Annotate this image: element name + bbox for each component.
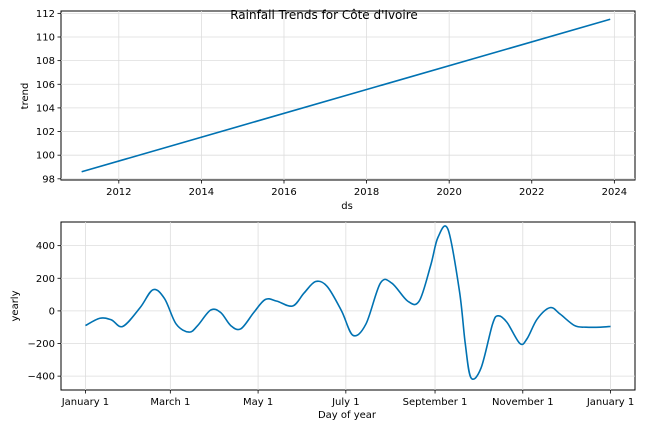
yearly-plot: January 1 March 1 May 1 July 1 September 1 No… bbox=[10, 221, 636, 421]
yearly-y-tick-label: 400 bbox=[36, 241, 55, 252]
trend-y-tick-label: 106 bbox=[36, 80, 55, 91]
trend-x-tick-label: 2014 bbox=[189, 187, 214, 198]
trend-y-axis-label: trend bbox=[20, 83, 31, 110]
trend-ticks: 2012 2014 2016 2018 2020 2022 2024 98 100 102 104 1… bbox=[36, 9, 627, 198]
trend-y-tick-label: 102 bbox=[36, 127, 55, 138]
yearly-plot-area bbox=[60, 221, 636, 391]
trend-y-tick-label: 112 bbox=[36, 9, 55, 20]
yearly-x-tick-label: March 1 bbox=[150, 397, 190, 408]
trend-y-tick-label: 104 bbox=[36, 103, 55, 114]
yearly-x-axis-label: Day of year bbox=[318, 410, 377, 421]
yearly-y-tick-label: −200 bbox=[28, 339, 55, 350]
yearly-x-tick-label: January 1 bbox=[61, 397, 109, 408]
trend-x-tick-label: 2020 bbox=[436, 187, 461, 198]
trend-x-tick-label: 2018 bbox=[354, 187, 379, 198]
trend-plot: 2012 2014 2016 2018 2020 2022 2024 98 100 102 104 1… bbox=[20, 8, 636, 212]
yearly-y-tick-label: −400 bbox=[28, 372, 55, 383]
yearly-x-tick-label: January 1 bbox=[586, 397, 634, 408]
yearly-grid bbox=[61, 222, 635, 390]
yearly-x-tick-label: September 1 bbox=[403, 397, 468, 408]
yearly-x-tick-label: November 1 bbox=[492, 397, 554, 408]
yearly-y-tick-label: 200 bbox=[36, 274, 55, 285]
yearly-x-tick-label: July 1 bbox=[331, 397, 360, 408]
trend-y-tick-label: 108 bbox=[36, 56, 55, 67]
yearly-y-axis-label: yearly bbox=[10, 290, 21, 321]
trend-x-tick-label: 2022 bbox=[519, 187, 544, 198]
yearly-line bbox=[85, 225, 611, 380]
yearly-y-tick-label: 0 bbox=[49, 306, 55, 317]
trend-x-tick-label: 2024 bbox=[602, 187, 627, 198]
chart-title: Rainfall Trends for Côte d'Ivoire bbox=[230, 8, 418, 22]
yearly-ticks: January 1 March 1 May 1 July 1 September 1 No… bbox=[28, 241, 635, 408]
trend-x-axis-label: ds bbox=[341, 201, 353, 212]
trend-y-tick-label: 110 bbox=[36, 33, 55, 44]
yearly-x-tick-label: May 1 bbox=[243, 397, 273, 408]
trend-grid bbox=[61, 11, 635, 180]
trend-y-tick-label: 100 bbox=[36, 151, 55, 162]
trend-x-tick-label: 2016 bbox=[271, 187, 296, 198]
trend-x-tick-label: 2012 bbox=[106, 187, 131, 198]
trend-line bbox=[81, 18, 611, 173]
trend-y-tick-label: 98 bbox=[42, 174, 55, 185]
